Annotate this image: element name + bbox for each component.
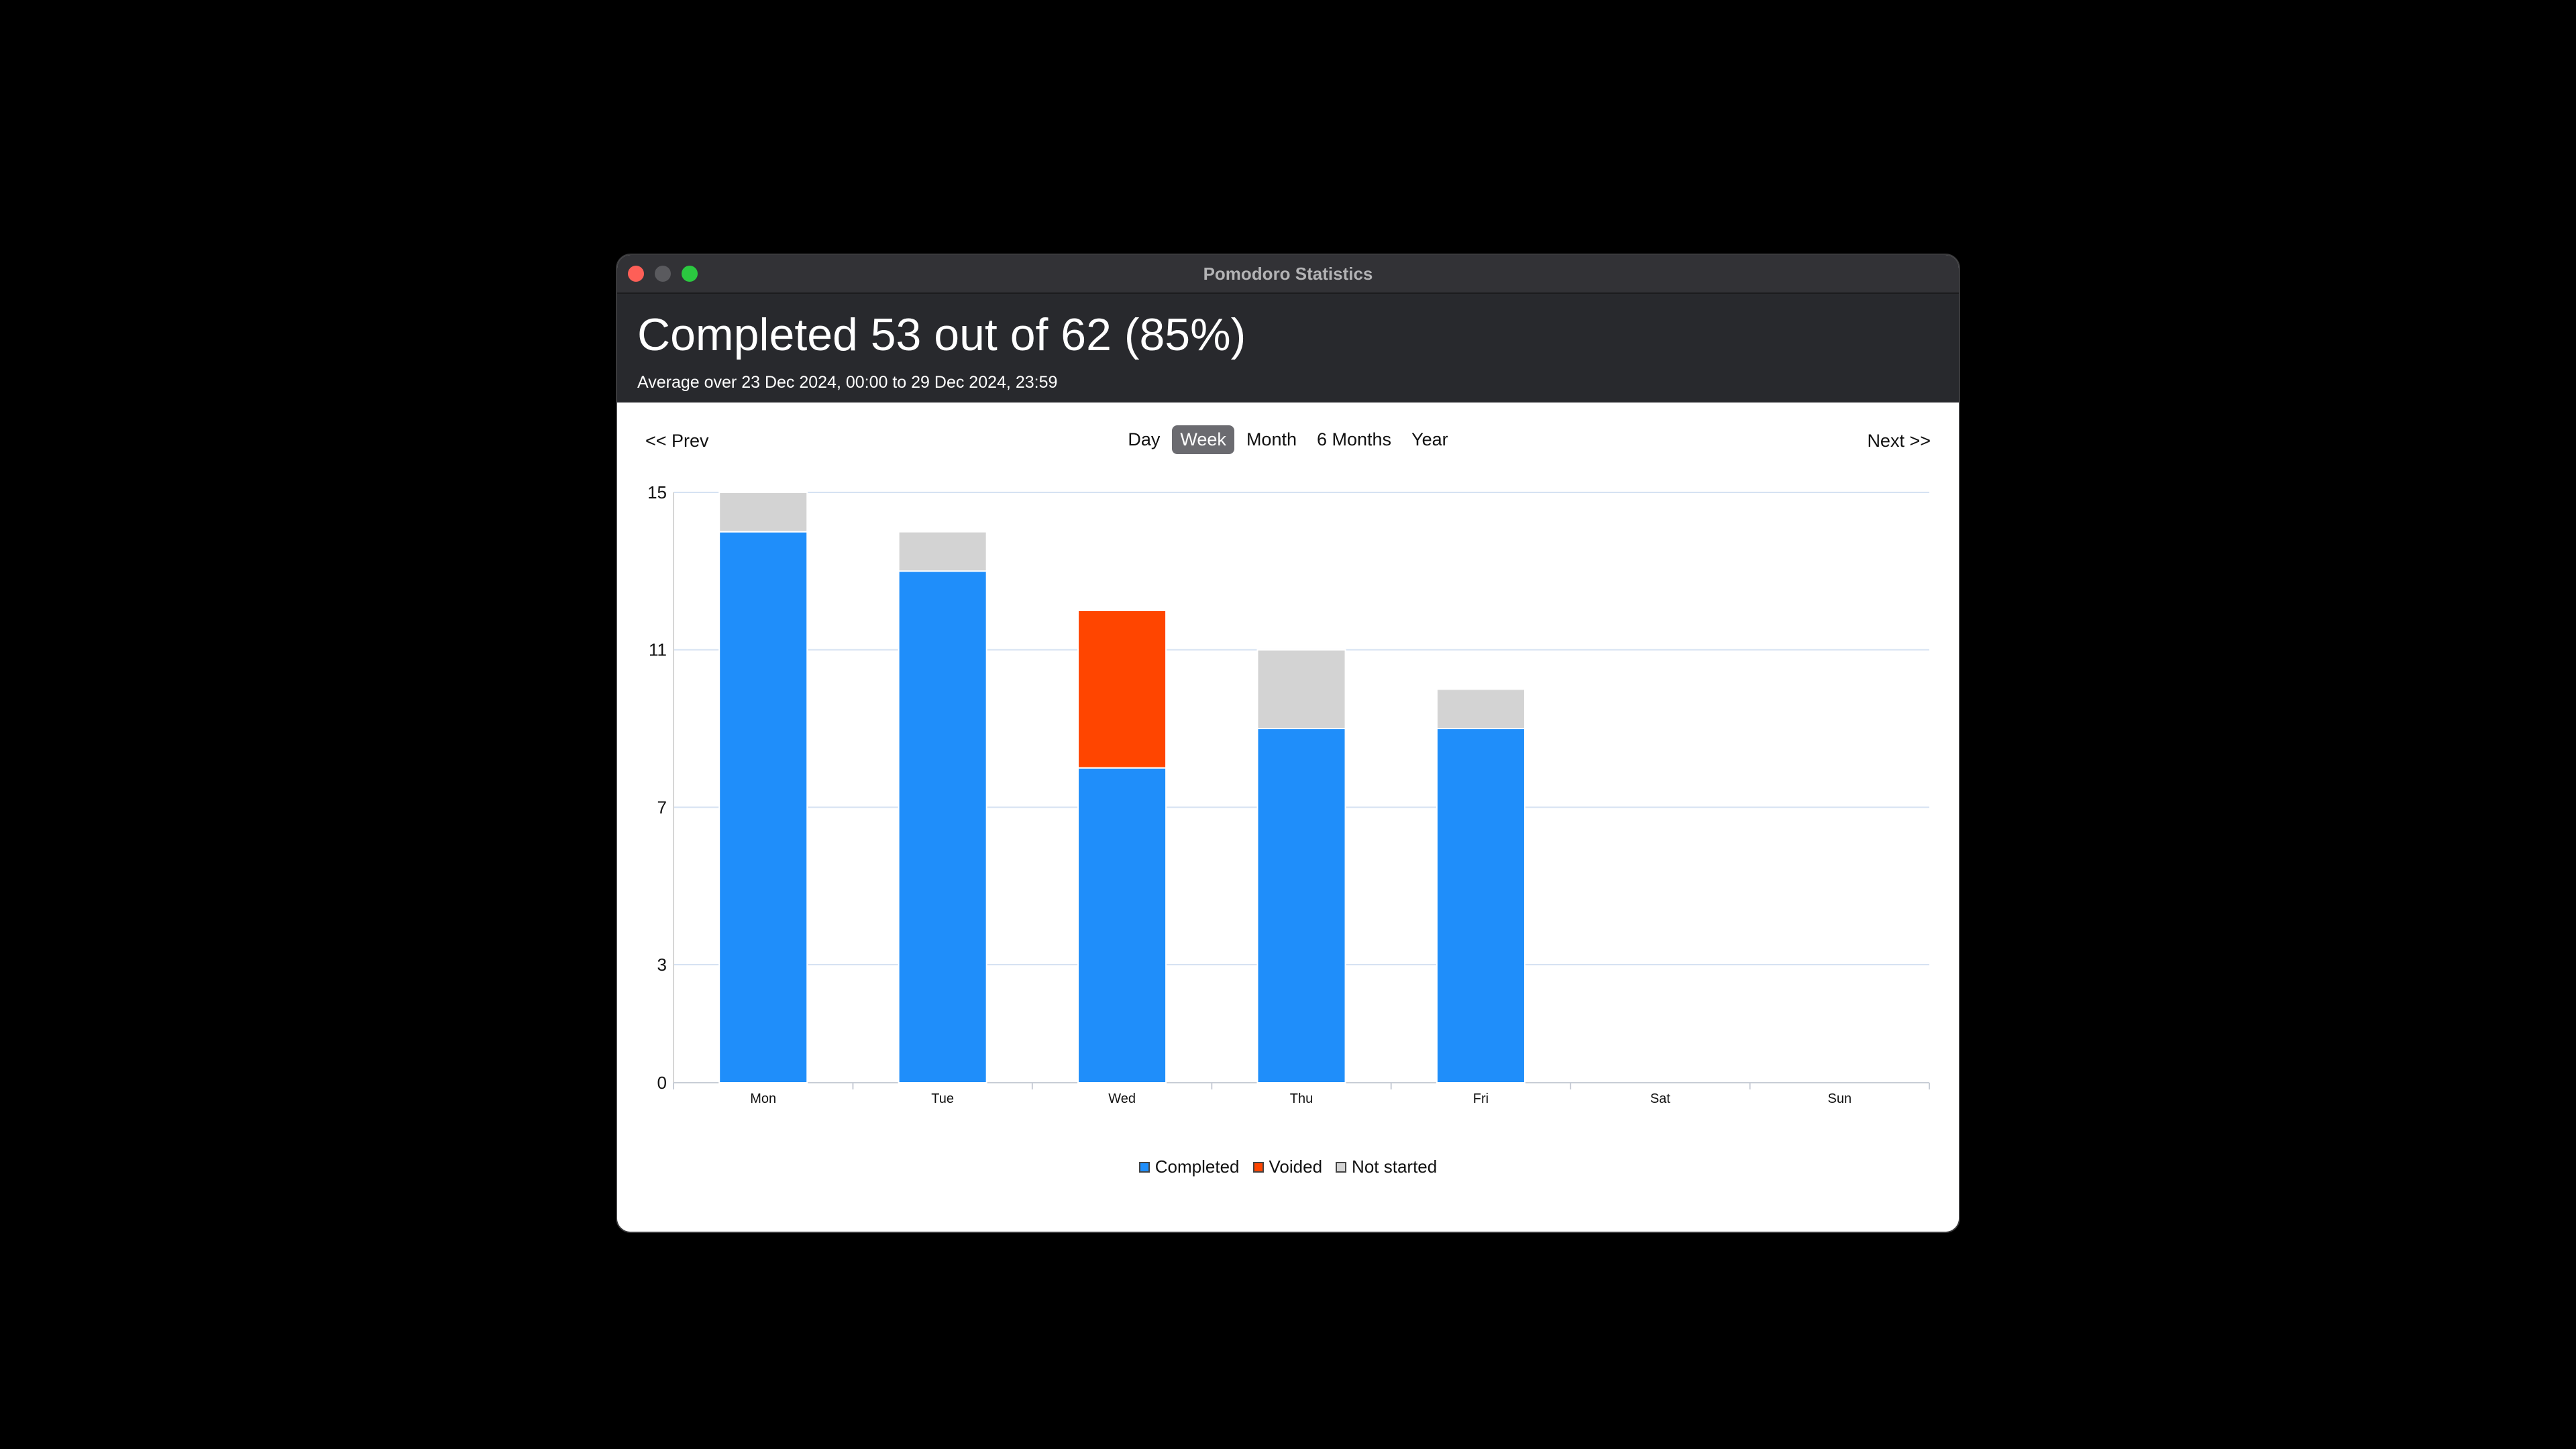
bar-not-started-fri [1436,688,1525,730]
bar-completed-thu [1256,728,1346,1083]
close-window-button[interactable] [628,266,644,282]
bar-voided-wed [1077,610,1167,769]
summary-header: Completed 53 out of 62 (85%) Average ove… [617,294,1959,402]
window-title: Pomodoro Statistics [1203,264,1373,284]
y-tick-label: 7 [657,797,667,817]
bar-not-started-thu [1256,649,1346,729]
x-tick-label: Thu [1290,1091,1313,1106]
range-selector: Day Week Month 6 Months Year [617,425,1959,454]
date-range-caption: Average over 23 Dec 2024, 00:00 to 29 De… [637,373,1058,392]
x-tick-label: Tue [931,1091,954,1106]
legend-item-not-started: Not started [1336,1157,1437,1177]
legend-item-completed: Completed [1138,1157,1240,1177]
chart-panel: << Prev Day Week Month 6 Months Year Nex… [617,402,1959,1232]
legend-swatch-not-started [1336,1161,1347,1173]
stats-window: Pomodoro Statistics Completed 53 out of … [617,255,1959,1232]
range-day-button[interactable]: Day [1128,429,1161,449]
range-6-months-button[interactable]: 6 Months [1316,429,1392,449]
chart-legend: Completed Voided Not started [617,1157,1959,1177]
zoom-window-button[interactable] [682,266,698,282]
legend-label-completed: Completed [1155,1157,1240,1177]
title-bar[interactable]: Pomodoro Statistics [617,255,1959,294]
prev-button[interactable]: << Prev [645,431,709,451]
bar-completed-wed [1077,767,1167,1083]
x-tick-label: Wed [1108,1091,1136,1106]
bar-completed-tue [898,570,987,1084]
legend-label-voided: Voided [1269,1157,1323,1177]
legend-swatch-voided [1252,1161,1264,1173]
y-tick-label: 3 [657,955,667,975]
bar-completed-fri [1436,728,1525,1083]
x-tick-label: Fri [1473,1091,1489,1106]
bar-not-started-tue [898,531,987,572]
minimize-window-button[interactable] [655,266,671,282]
legend-swatch-completed [1138,1161,1150,1173]
x-tick-label: Sun [1827,1091,1851,1106]
completion-headline: Completed 53 out of 62 (85%) [637,309,1246,360]
x-tick-label: Sat [1650,1091,1670,1106]
range-week-button[interactable]: Week [1172,425,1234,454]
y-tick-label: 15 [647,482,667,502]
range-month-button[interactable]: Month [1246,429,1297,449]
legend-item-voided: Voided [1252,1157,1323,1177]
x-tick-label: Mon [750,1091,776,1106]
y-tick-label: 0 [657,1073,667,1093]
next-button[interactable]: Next >> [1867,431,1931,451]
range-year-button[interactable]: Year [1411,429,1448,449]
bar-completed-mon [718,531,808,1083]
y-tick-label: 11 [649,640,667,660]
pomodoro-bar-chart: 0 3 7 11 15 Mon Tue Wed Thu Fri Sat Sun [647,482,1930,1106]
bar-not-started-mon [718,492,808,533]
legend-label-not-started: Not started [1352,1157,1438,1177]
